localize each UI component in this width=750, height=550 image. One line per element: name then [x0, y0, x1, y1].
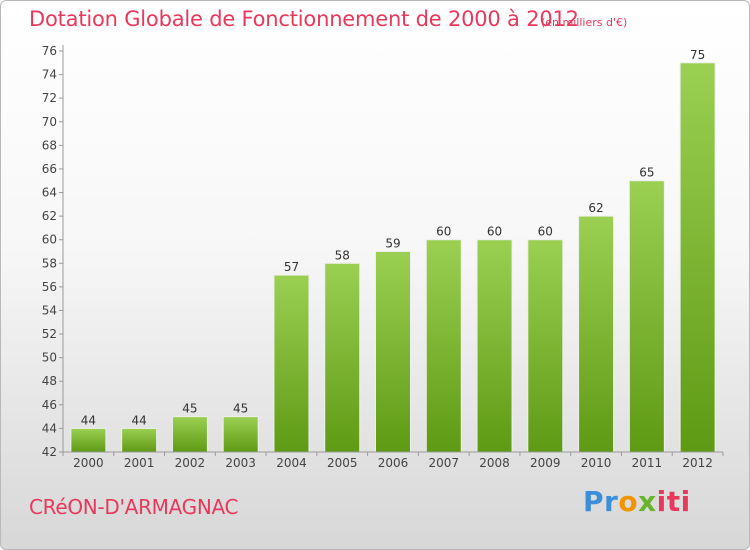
y-tick-label: 52 [42, 327, 57, 341]
x-tick-label: 2003 [225, 456, 256, 470]
y-tick-label: 66 [42, 162, 57, 176]
bar [70, 427, 107, 453]
bar [273, 274, 310, 453]
x-tick-label: 2011 [632, 456, 663, 470]
y-axis: 42 44 46 48 50 52 54 56 58 60 62 64 66 68 70 72 74 76 [42, 44, 64, 459]
data-label: 58 [335, 248, 350, 262]
bar [121, 427, 158, 453]
data-label: 60 [538, 225, 553, 239]
y-tick-label: 62 [42, 209, 57, 223]
y-tick-label: 60 [42, 233, 57, 247]
y-tick-label: 68 [42, 138, 57, 152]
logo-part: o [618, 485, 639, 518]
bar [628, 180, 665, 453]
logo-part: Pr [583, 485, 619, 518]
data-label: 57 [284, 260, 299, 274]
y-tick-label: 64 [42, 186, 57, 200]
bar [578, 215, 615, 453]
bar [375, 251, 411, 453]
bar [324, 262, 361, 453]
x-tick-label: 2002 [175, 456, 206, 470]
y-tick-label: 74 [42, 68, 57, 82]
x-tick-label: 2007 [428, 456, 459, 470]
bar [222, 416, 259, 453]
bar [527, 239, 564, 453]
x-tick-label: 2012 [682, 456, 713, 470]
x-axis: 2000 2001 2002 2003 2004 2005 2006 2007 2008 2009… [62, 451, 724, 470]
data-label: 75 [690, 48, 705, 62]
y-tick-label: 46 [42, 398, 57, 412]
data-label: 44 [81, 413, 96, 427]
data-label: 45 [233, 402, 248, 416]
bar [171, 416, 208, 453]
y-tick-label: 70 [42, 115, 57, 129]
bar [476, 239, 513, 453]
x-tick-label: 2010 [581, 456, 612, 470]
chart-title: Dotation Globale de Fonctionnement de 20… [29, 7, 579, 31]
bars-group: 44 44 45 45 57 58 59 60 60 60 62 65 75 [70, 48, 716, 453]
x-tick-label: 2000 [73, 456, 104, 470]
x-tick-label: 2004 [276, 456, 307, 470]
unit-label: (en milliers d'€) [541, 16, 628, 29]
y-tick-label: 54 [42, 303, 57, 317]
x-tick-label: 2008 [479, 456, 510, 470]
logo-part: x [638, 485, 657, 518]
data-label: 60 [436, 225, 451, 239]
y-tick-label: 72 [42, 91, 57, 105]
y-tick-label: 56 [42, 280, 57, 294]
x-tick-label: 2009 [530, 456, 561, 470]
commune-name: CRéON-D'ARMAGNAC [29, 495, 239, 519]
x-tick-label: 2005 [327, 456, 358, 470]
bar [425, 239, 462, 453]
data-label: 60 [487, 225, 502, 239]
y-tick-label: 58 [42, 256, 57, 270]
data-label: 65 [639, 166, 654, 180]
x-tick-label: 2001 [124, 456, 155, 470]
y-tick-label: 76 [42, 44, 57, 58]
bar [679, 62, 716, 453]
x-tick-label: 2006 [378, 456, 409, 470]
y-tick-label: 48 [42, 374, 57, 388]
proxiti-logo: Proxiti [583, 485, 691, 518]
data-label: 59 [385, 237, 400, 251]
data-label: 62 [588, 201, 603, 215]
data-label: 44 [132, 413, 147, 427]
y-tick-label: 50 [42, 351, 57, 365]
data-label: 45 [182, 402, 197, 416]
y-tick-label: 42 [42, 445, 57, 459]
y-tick-label: 44 [42, 421, 57, 435]
logo-part: iti [656, 485, 691, 518]
